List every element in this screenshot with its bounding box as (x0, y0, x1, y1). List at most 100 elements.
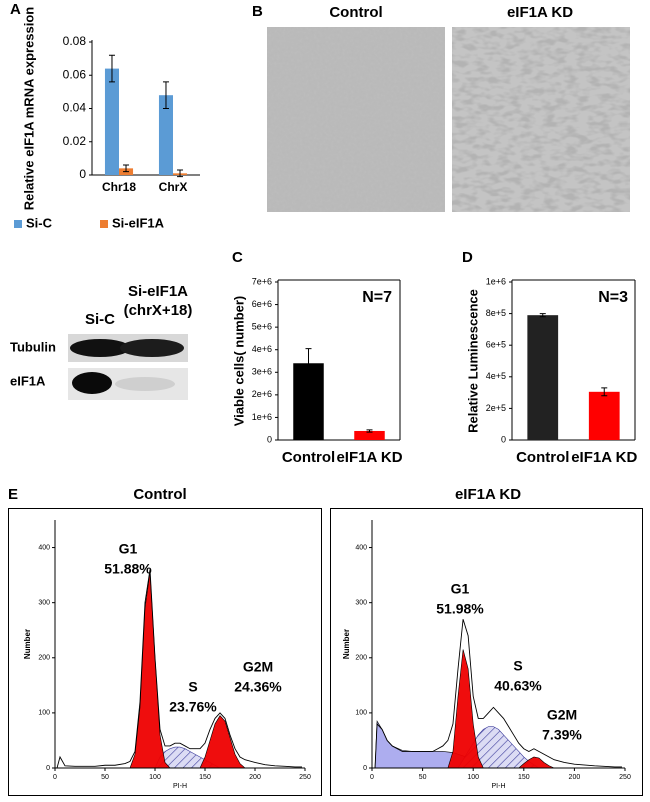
phase-percent: 51.98% (436, 601, 484, 617)
error-bar (108, 54, 115, 83)
phase-name: S (513, 658, 522, 674)
y-tick-label: 100 (38, 710, 50, 717)
blot-band (72, 372, 112, 394)
y-axis-label: Viable cells( number) (231, 296, 246, 427)
x-tick-label: Chr18 (102, 180, 136, 194)
y-tick-label: 400 (355, 544, 367, 551)
y-tick-label: 6e+6 (252, 299, 272, 309)
phase-percent: 51.88% (104, 561, 152, 577)
x-tick-label: 200 (569, 774, 581, 781)
error-bar (366, 429, 373, 433)
y-tick-label: 0.02 (63, 134, 87, 148)
y-tick-label: 200 (355, 655, 367, 662)
x-tick-label: 0 (370, 774, 374, 781)
histogram-line (56, 569, 302, 769)
x-tick-label: ChrX (159, 180, 188, 194)
y-tick-label: 100 (355, 710, 367, 717)
x-tick-label: 150 (199, 774, 211, 781)
x-tick-label: 200 (249, 774, 261, 781)
y-tick-label: 0 (501, 434, 506, 444)
error-bar (305, 348, 312, 379)
y-tick-label: 3e+6 (252, 367, 272, 377)
panel-letter: E (8, 486, 18, 503)
panel-frame (330, 508, 643, 796)
micrograph-texture (267, 27, 445, 212)
bar (158, 95, 173, 175)
image-title: Control (329, 4, 382, 21)
y-axis-label: Number (23, 629, 32, 659)
chart-title: eIF1A KD (455, 486, 521, 503)
x-tick-label: Control (516, 449, 569, 466)
legend-swatch (100, 220, 108, 228)
y-tick-label: 300 (355, 600, 367, 607)
y-tick-label: 0.06 (63, 67, 87, 81)
annotation: N=7 (362, 289, 392, 306)
chart-title: Control (133, 486, 186, 503)
bar (104, 68, 119, 175)
phase-area (517, 756, 555, 769)
x-tick-label: 50 (419, 774, 427, 781)
y-tick-label: 2e+5 (486, 403, 506, 413)
histogram-line (374, 619, 622, 769)
x-tick-label: 0 (53, 774, 57, 781)
y-tick-label: 4e+6 (252, 344, 272, 354)
blot-band (115, 377, 175, 391)
x-tick-label: Control (282, 449, 335, 466)
micrograph-texture (452, 27, 630, 212)
y-tick-label: 5e+6 (252, 322, 272, 332)
y-tick-label: 1e+6 (486, 276, 506, 286)
error-bar (601, 387, 608, 397)
y-tick-label: 0.04 (63, 101, 87, 115)
y-tick-label: 7e+6 (252, 276, 272, 286)
y-tick-label: 0 (79, 167, 86, 181)
error-bar (539, 313, 546, 318)
bar (354, 430, 385, 440)
panel-letter: C (232, 249, 243, 266)
error-bar (123, 164, 130, 173)
y-tick-label: 0 (363, 765, 367, 772)
x-tick-label: eIF1A KD (336, 449, 402, 466)
phase-name: S (188, 679, 197, 695)
panel-letter: A (10, 1, 21, 18)
x-axis-label: PI-H (492, 783, 506, 790)
y-tick-label: 0.08 (63, 34, 87, 48)
x-tick-label: 150 (518, 774, 530, 781)
phase-name: G1 (119, 541, 138, 557)
phase-percent: 40.63% (494, 678, 542, 694)
annotation: N=3 (598, 289, 628, 306)
panel-letter: D (462, 249, 473, 266)
phase-area (447, 649, 484, 769)
y-tick-label: 0 (46, 765, 50, 772)
error-bar (177, 169, 184, 178)
x-tick-label: 100 (467, 774, 479, 781)
y-axis-label: Number (342, 629, 351, 659)
x-tick-label: 50 (101, 774, 109, 781)
phase-percent: 24.36% (234, 679, 282, 695)
bar (588, 391, 620, 440)
legend-swatch (14, 220, 22, 228)
y-axis-label: Relative Luminescence (465, 289, 480, 433)
phase-name: G2M (243, 659, 273, 675)
y-axis-label: Relative eIF1A mRNA expression (21, 7, 36, 211)
x-tick-label: eIF1A KD (571, 449, 637, 466)
phase-name: G2M (547, 707, 577, 723)
x-tick-label: 250 (619, 774, 631, 781)
phase-area (199, 715, 246, 769)
lane-label: (chrX+18) (124, 302, 193, 319)
y-tick-label: 400 (38, 544, 50, 551)
x-tick-label: 100 (149, 774, 161, 781)
y-tick-label: 200 (38, 655, 50, 662)
blot-band (70, 339, 130, 357)
y-tick-label: 4e+5 (486, 371, 506, 381)
y-tick-label: 1e+6 (252, 412, 272, 422)
row-label: eIF1A (10, 373, 46, 388)
phase-name: G1 (451, 581, 470, 597)
phase-percent: 23.76% (169, 699, 217, 715)
row-label: Tubulin (10, 339, 56, 354)
panel-letter: B (252, 3, 263, 20)
phase-percent: 7.39% (542, 727, 582, 743)
lane-label: Si-C (85, 311, 115, 328)
legend-label: Si-eIF1A (112, 215, 165, 230)
x-axis-label: PI-H (173, 783, 187, 790)
y-tick-label: 300 (38, 600, 50, 607)
